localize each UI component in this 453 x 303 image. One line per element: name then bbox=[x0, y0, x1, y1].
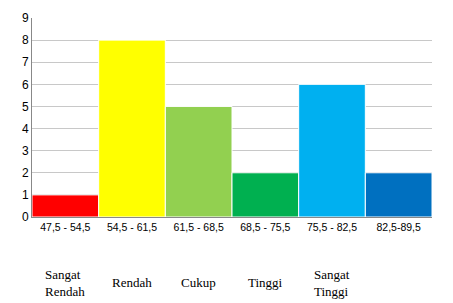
svg-text:7: 7 bbox=[22, 55, 29, 69]
svg-text:2: 2 bbox=[22, 166, 29, 180]
svg-text:54,5 - 61,5: 54,5 - 61,5 bbox=[107, 221, 157, 233]
svg-text:5: 5 bbox=[22, 100, 29, 114]
svg-text:68,5 - 75,5: 68,5 - 75,5 bbox=[240, 221, 290, 233]
svg-text:Tinggi: Tinggi bbox=[248, 275, 283, 290]
svg-text:47,5 - 54,5: 47,5 - 54,5 bbox=[40, 221, 90, 233]
svg-text:SangatRendah: SangatRendah bbox=[45, 267, 85, 299]
svg-text:82,5-89,5: 82,5-89,5 bbox=[376, 221, 421, 233]
svg-text:61,5 - 68,5: 61,5 - 68,5 bbox=[174, 221, 224, 233]
svg-text:3: 3 bbox=[22, 144, 29, 158]
svg-text:Cukup: Cukup bbox=[181, 275, 216, 290]
svg-text:8: 8 bbox=[22, 33, 29, 47]
svg-text:SangatTinggi: SangatTinggi bbox=[314, 267, 350, 299]
svg-text:4: 4 bbox=[22, 122, 29, 136]
svg-text:Rendah: Rendah bbox=[112, 275, 152, 290]
svg-text:6: 6 bbox=[22, 78, 29, 92]
svg-text:75,5 - 82,5: 75,5 - 82,5 bbox=[307, 221, 357, 233]
svg-text:1: 1 bbox=[22, 188, 29, 202]
svg-text:9: 9 bbox=[22, 11, 29, 25]
svg-text:0: 0 bbox=[22, 210, 29, 224]
